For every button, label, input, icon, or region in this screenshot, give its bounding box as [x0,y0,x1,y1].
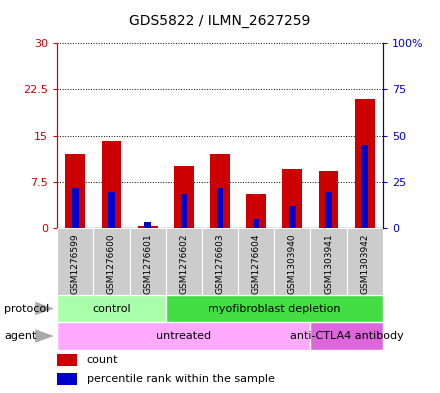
Bar [174,166,194,228]
Bar [57,228,93,295]
Bar [347,228,383,295]
Text: untreated: untreated [156,331,211,341]
Text: GSM1303940: GSM1303940 [288,233,297,294]
Bar [144,222,151,228]
Bar [311,228,347,295]
Bar [108,192,115,228]
Text: GSM1276603: GSM1276603 [216,233,224,294]
Text: protocol: protocol [4,303,50,314]
Text: percentile rank within the sample: percentile rank within the sample [87,374,275,384]
Bar [57,322,311,350]
Bar [57,295,166,322]
Text: GDS5822 / ILMN_2627259: GDS5822 / ILMN_2627259 [129,13,311,28]
Bar [355,99,375,228]
Text: GSM1303942: GSM1303942 [360,233,369,294]
Bar [138,226,158,228]
Text: GSM1276604: GSM1276604 [252,233,260,294]
Bar [57,373,77,385]
Polygon shape [35,302,54,315]
Text: agent: agent [4,331,37,341]
Bar [210,154,230,228]
Text: count: count [87,355,118,365]
Text: GSM1276602: GSM1276602 [180,233,188,294]
Bar [217,188,223,228]
Text: GSM1303941: GSM1303941 [324,233,333,294]
Bar [66,154,85,228]
Bar [129,228,166,295]
Bar [289,206,296,228]
Bar [246,194,266,228]
Bar [180,194,187,228]
Bar [166,295,383,322]
Bar [57,354,77,366]
Text: GSM1276601: GSM1276601 [143,233,152,294]
Text: GSM1276600: GSM1276600 [107,233,116,294]
Bar [202,228,238,295]
Polygon shape [35,329,54,343]
Bar [274,228,311,295]
Text: GSM1276599: GSM1276599 [71,233,80,294]
Text: control: control [92,303,131,314]
Bar [102,141,121,228]
Bar [253,219,260,228]
Bar [311,322,383,350]
Bar [72,188,79,228]
Bar [361,145,368,228]
Bar [282,169,302,228]
Text: myofibroblast depletion: myofibroblast depletion [208,303,341,314]
Bar [325,192,332,228]
Text: anti-CTLA4 antibody: anti-CTLA4 antibody [290,331,403,341]
Bar [238,228,274,295]
Bar [93,228,129,295]
Bar [166,228,202,295]
Bar [319,171,338,228]
